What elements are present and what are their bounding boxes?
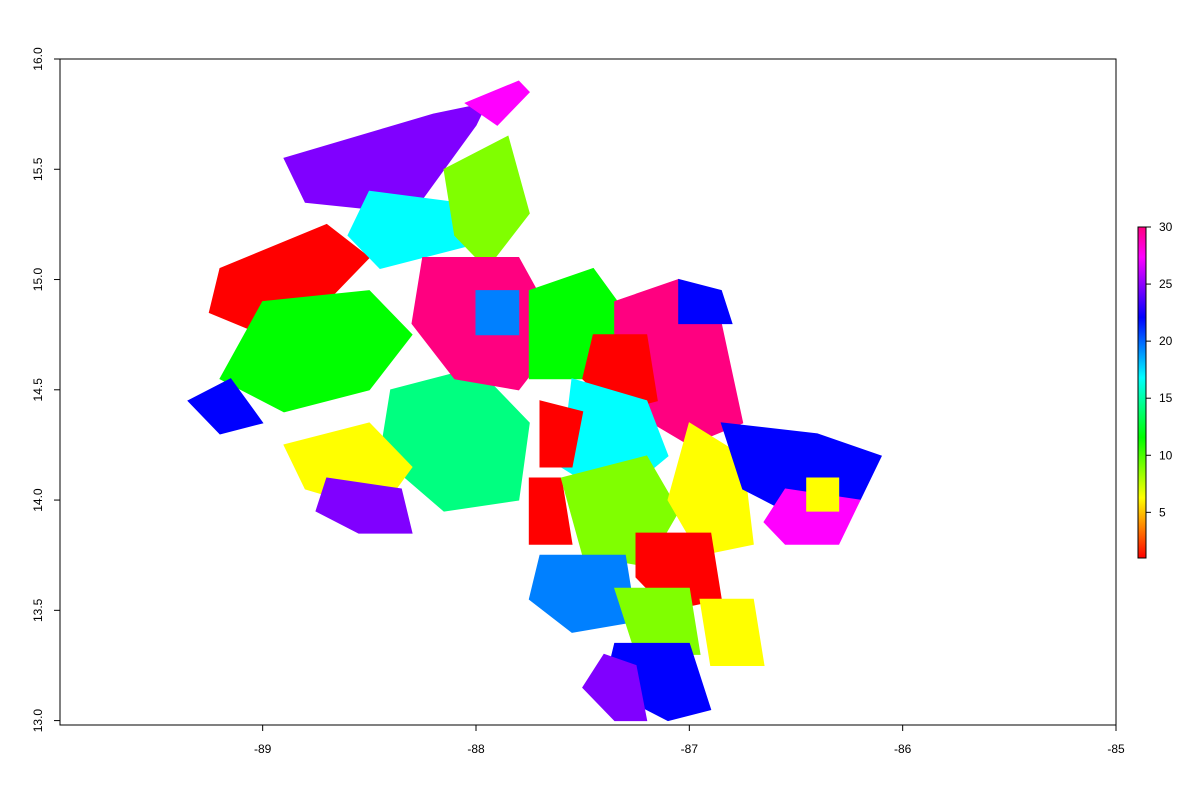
y-axis: 13.0 13.5 14.0 14.5 15.0 15.5 16.0 — [31, 47, 61, 733]
map-region-6 — [219, 290, 413, 413]
legend-tick-label: 5 — [1159, 505, 1166, 519]
legend-color-bar — [1137, 226, 1147, 559]
x-tick-label: -89 — [254, 742, 272, 756]
map-region-16 — [678, 278, 733, 325]
map-region-10 — [475, 290, 520, 336]
map-region-12 — [315, 477, 413, 534]
map-region-1 — [283, 102, 488, 214]
legend-tick-label: 15 — [1159, 391, 1173, 405]
map-region-18 — [528, 477, 573, 545]
legend-ticks: 5 10 15 20 25 30 — [1146, 220, 1173, 519]
x-tick-label: -88 — [467, 742, 485, 756]
y-tick-label: 15.0 — [31, 268, 45, 292]
x-tick-label: -86 — [894, 742, 912, 756]
y-tick-label: 14.5 — [31, 378, 45, 402]
map-region-30 — [582, 653, 648, 722]
map-regions — [187, 80, 882, 722]
map-region-24 — [806, 477, 840, 512]
map-region-5 — [443, 135, 530, 270]
y-tick-label: 14.0 — [31, 488, 45, 512]
color-legend: 5 10 15 20 25 30 — [1137, 220, 1173, 559]
y-tick-label: 13.5 — [31, 598, 45, 622]
x-tick-label: -87 — [681, 742, 699, 756]
y-tick-label: 13.0 — [31, 709, 45, 733]
x-tick-label: -85 — [1107, 742, 1125, 756]
legend-tick-label: 30 — [1159, 220, 1173, 234]
map-region-25 — [528, 554, 637, 633]
map-region-8 — [379, 367, 530, 512]
map-region-19 — [539, 400, 584, 468]
y-tick-label: 15.5 — [31, 157, 45, 181]
map-region-2 — [464, 80, 530, 126]
y-tick-label: 16.0 — [31, 47, 45, 71]
legend-tick-label: 25 — [1159, 277, 1173, 291]
legend-tick-label: 20 — [1159, 334, 1173, 348]
map-region-27 — [614, 587, 701, 655]
x-axis: -89 -88 -87 -86 -85 — [254, 724, 1125, 756]
map-region-7 — [187, 378, 264, 435]
legend-tick-label: 10 — [1159, 448, 1173, 462]
map-region-28 — [699, 598, 765, 666]
